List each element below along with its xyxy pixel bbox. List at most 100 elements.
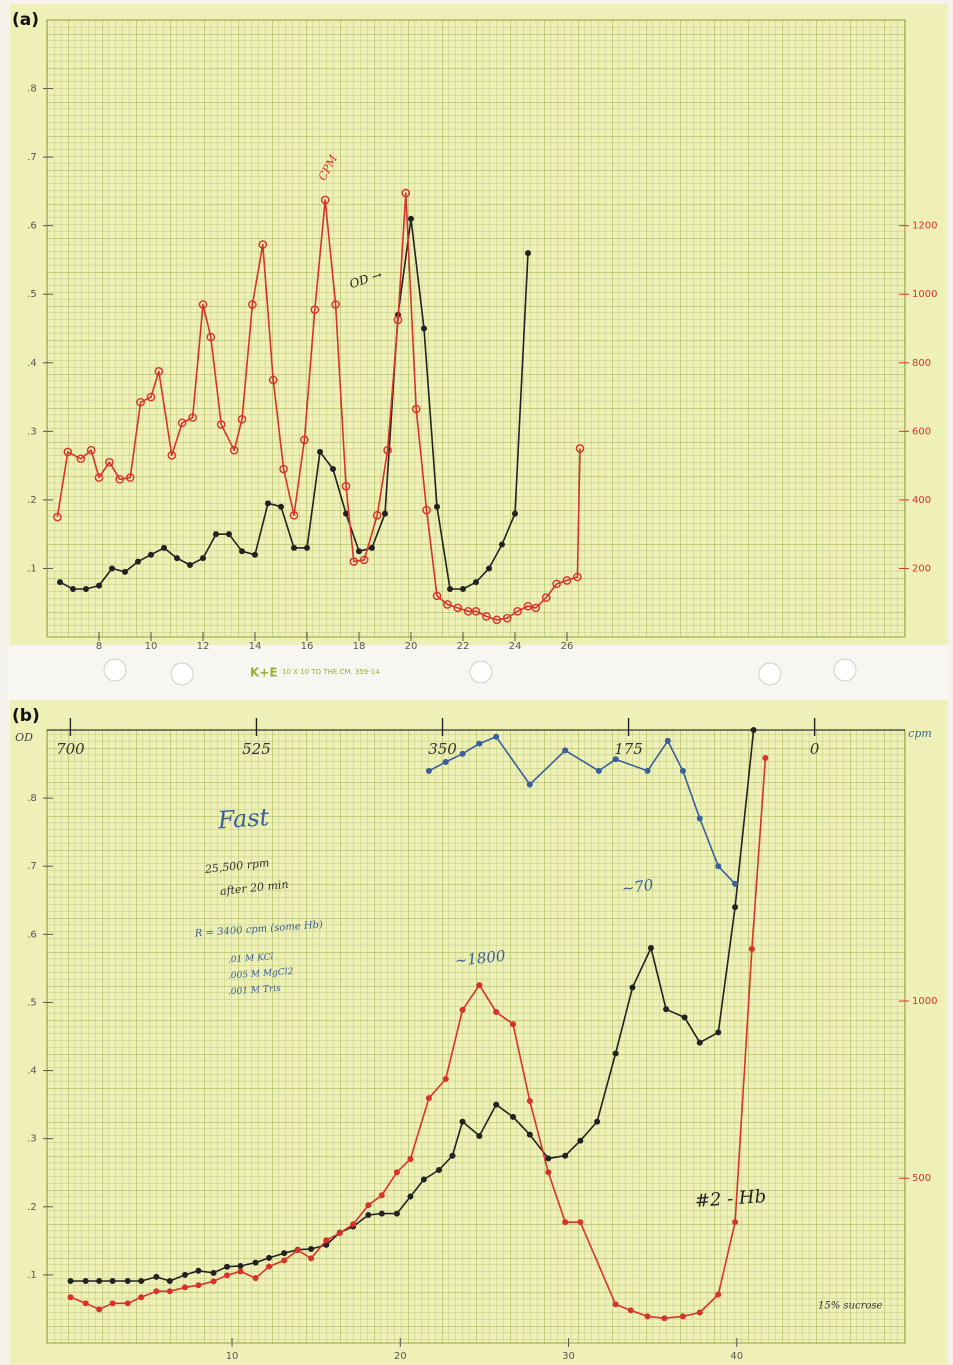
data-point (421, 1177, 426, 1182)
y-tick-label: .3 (27, 1134, 37, 1145)
data-point (182, 1285, 187, 1290)
brand: K+E (250, 666, 278, 680)
punch-hole (834, 659, 856, 681)
y2-tick-label: 1200 (912, 221, 937, 232)
x-tick-label: 10 (226, 1351, 239, 1362)
y-tick-label: .1 (27, 563, 37, 574)
y2-tick-label: 800 (912, 358, 931, 369)
data-point (330, 466, 335, 471)
data-point (282, 1258, 287, 1263)
data-point (499, 542, 504, 547)
y-tick-label: .6 (27, 221, 37, 232)
data-point (665, 738, 670, 743)
data-point (732, 904, 737, 909)
data-point (460, 1007, 465, 1012)
data-point (494, 1102, 499, 1107)
data-point (751, 727, 756, 732)
data-point (426, 1096, 431, 1101)
data-point (473, 580, 478, 585)
data-point (196, 1268, 201, 1273)
data-point (253, 1260, 258, 1265)
data-point (226, 532, 231, 537)
data-point (645, 1314, 650, 1319)
data-point (394, 1170, 399, 1175)
data-point (443, 1076, 448, 1081)
y2-tick-label: 1000 (912, 289, 937, 300)
y2-axis-label: cpm (908, 727, 932, 740)
y-tick-label: .2 (27, 1202, 37, 1213)
data-point (291, 545, 296, 550)
y-tick-label: .5 (27, 997, 37, 1008)
data-point (494, 1009, 499, 1014)
data-point (266, 1255, 271, 1260)
data-point (716, 1292, 721, 1297)
data-point (382, 511, 387, 516)
data-point (187, 562, 192, 567)
data-point (546, 1156, 551, 1161)
y2-tick-label: 600 (912, 426, 931, 437)
data-point (57, 580, 62, 585)
data-point (148, 552, 153, 557)
data-point (83, 586, 88, 591)
data-point (110, 1278, 115, 1283)
data-point (125, 1278, 130, 1283)
data-point (125, 1301, 130, 1306)
data-point (426, 768, 431, 773)
data-point (304, 545, 309, 550)
y2-tick-label: 1000 (912, 996, 937, 1007)
data-point (697, 816, 702, 821)
data-point (83, 1278, 88, 1283)
x-tick-label: 22 (457, 641, 470, 652)
x-tick-label: 8 (96, 641, 102, 652)
data-point (578, 1138, 583, 1143)
data-point (182, 1272, 187, 1277)
y-tick-label: .8 (27, 793, 37, 804)
data-point (154, 1274, 159, 1279)
data-point (596, 768, 601, 773)
data-point (154, 1289, 159, 1294)
data-point (278, 504, 283, 509)
x2-tick-label: 350 (428, 740, 457, 758)
data-point (135, 559, 140, 564)
x-tick-label: 10 (145, 641, 158, 652)
data-point (578, 1220, 583, 1225)
data-point (460, 586, 465, 591)
data-point (109, 566, 114, 571)
y-tick-label: .1 (27, 1270, 37, 1281)
x-tick-label: 20 (405, 641, 418, 652)
y-tick-label: .5 (27, 289, 37, 300)
data-point (630, 985, 635, 990)
data-point (83, 1301, 88, 1306)
data-point (196, 1283, 201, 1288)
data-point (512, 511, 517, 516)
data-point (510, 1021, 515, 1026)
paper-caption: 10 X 10 TO THE CM. 359-14 (282, 668, 380, 676)
data-point (477, 983, 482, 988)
data-point (716, 1030, 721, 1035)
data-point (527, 782, 532, 787)
data-point (309, 1246, 314, 1251)
data-point (664, 1007, 669, 1012)
data-point (174, 556, 179, 561)
data-point (450, 1153, 455, 1158)
data-point (161, 545, 166, 550)
data-point (343, 511, 348, 516)
data-point (443, 759, 448, 764)
data-point (563, 1220, 568, 1225)
y2-tick-label: 500 (912, 1173, 931, 1184)
data-point (253, 1276, 258, 1281)
x-tick-label: 40 (730, 1351, 743, 1362)
x-tick-label: 26 (561, 641, 574, 652)
data-point (317, 449, 322, 454)
x2-tick-label: 525 (242, 740, 271, 758)
data-point (408, 1194, 413, 1199)
data-point (662, 1316, 667, 1321)
data-point (546, 1170, 551, 1175)
data-point (680, 768, 685, 773)
data-point (239, 549, 244, 554)
data-point (460, 1119, 465, 1124)
data-point (356, 549, 361, 554)
y-tick-label: .8 (27, 84, 37, 95)
data-point (167, 1278, 172, 1283)
data-point (379, 1193, 384, 1198)
